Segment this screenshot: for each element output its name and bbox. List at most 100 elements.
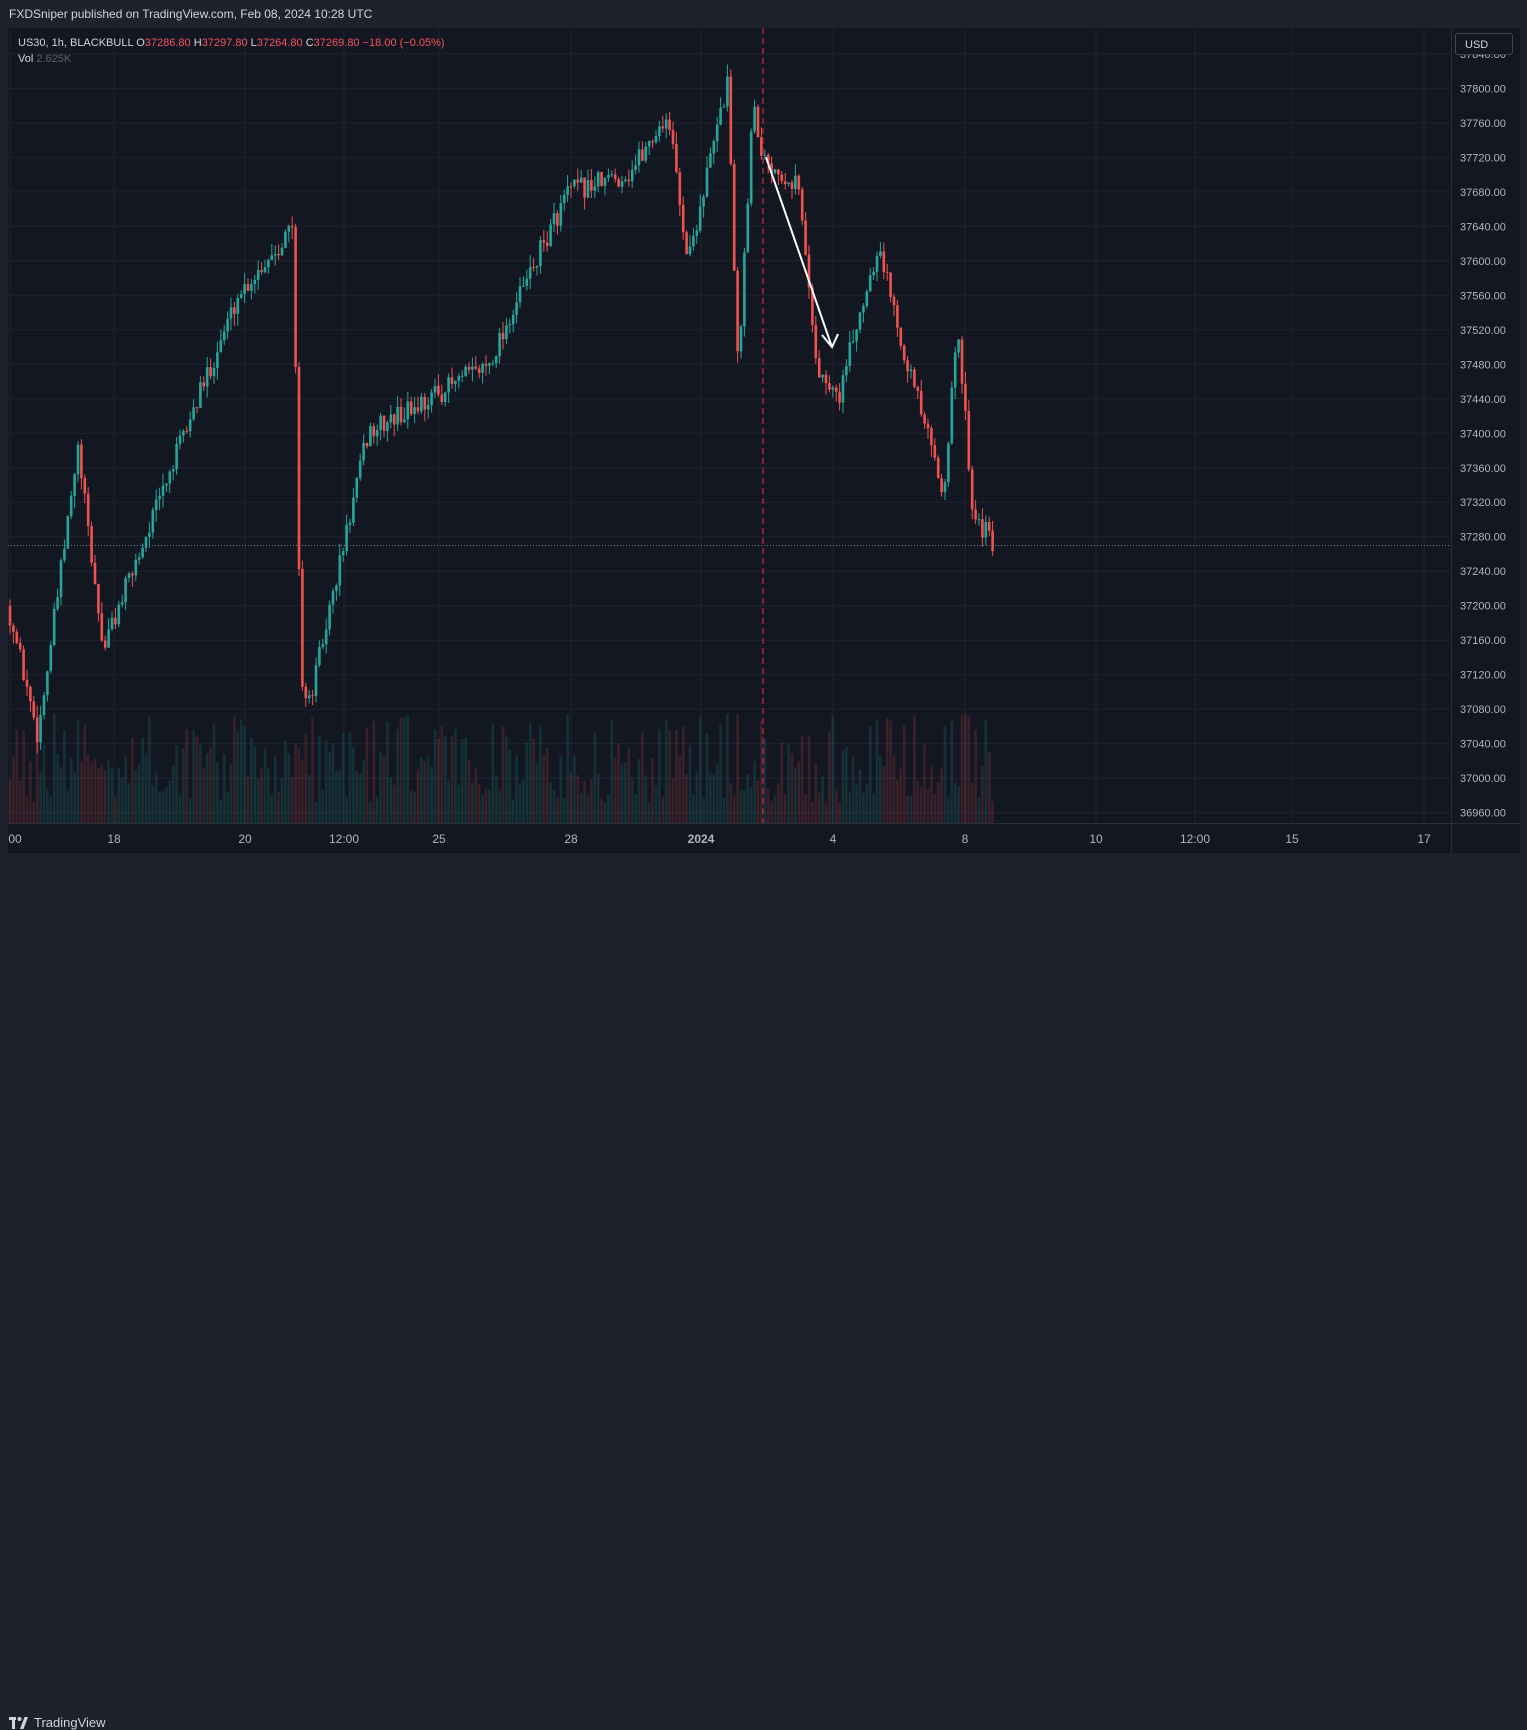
- candle-body: [260, 270, 263, 273]
- volume-bar: [66, 790, 70, 823]
- volume-bar: [559, 755, 563, 823]
- volume-bar: [158, 791, 161, 823]
- volume-bar: [246, 776, 250, 823]
- volume-bar: [63, 730, 66, 823]
- candle-body: [185, 430, 189, 432]
- price-axis: 37840.0037800.0037760.0037720.0037680.00…: [1460, 49, 1506, 820]
- high-label: H: [193, 37, 202, 49]
- volume-bar: [685, 774, 688, 823]
- volume-bar: [406, 715, 410, 823]
- candle-body: [692, 235, 695, 247]
- volume-bar: [73, 771, 76, 823]
- volume-bar: [719, 723, 722, 823]
- volume-bar: [301, 759, 304, 823]
- price-tick-label: 37160.00: [1460, 635, 1506, 647]
- volume-bar: [807, 735, 811, 823]
- volume-bar: [851, 757, 855, 823]
- time-axis: 2:00 18 20 12:00 25 28 2024 4 8 10 12:00 15 17: [0, 832, 1431, 846]
- candle-body: [199, 382, 202, 408]
- tradingview-brand: TradingView: [34, 1715, 106, 1730]
- volume-bar: [433, 729, 437, 823]
- volume-bar: [178, 795, 182, 823]
- candle-body: [420, 396, 423, 412]
- price-chart[interactable]: [8, 28, 1451, 823]
- volume-bar: [627, 747, 631, 823]
- candle-body: [321, 644, 325, 647]
- symbol-label[interactable]: US30, 1h, BLACKBULL: [18, 37, 134, 49]
- time-scale[interactable]: 2:00 18 20 12:00 25 28 2024 4 8 10 12:00 15 17: [0, 823, 1451, 854]
- volume-bar: [760, 720, 763, 823]
- candle-body: [838, 391, 841, 403]
- candle-body: [29, 686, 32, 702]
- candle-body: [168, 471, 172, 484]
- volume-bar: [107, 759, 110, 823]
- volume-bar: [896, 779, 899, 823]
- candle-body: [219, 340, 223, 353]
- volume-bar: [783, 794, 787, 823]
- volume-group: [8, 713, 994, 823]
- candle-body: [760, 137, 763, 156]
- volume-bar: [403, 717, 406, 823]
- candle-body: [930, 428, 933, 446]
- volume-bar: [471, 782, 474, 823]
- candle-body: [953, 352, 957, 388]
- candle-body: [457, 375, 461, 381]
- volume-bar: [879, 756, 882, 823]
- candle-body: [511, 314, 515, 325]
- candle-body: [559, 203, 563, 226]
- candle-body: [909, 369, 913, 372]
- tradingview-logo[interactable]: TradingView: [9, 1715, 106, 1730]
- scale-corner[interactable]: [1451, 823, 1520, 854]
- volume-bar: [729, 783, 733, 823]
- volume-label[interactable]: Vol: [18, 53, 34, 65]
- volume-bar: [508, 749, 512, 823]
- candle-body: [889, 272, 892, 297]
- candle-body: [586, 179, 590, 198]
- volume-bar: [369, 801, 372, 823]
- candle-body: [314, 665, 318, 697]
- candle-body: [974, 509, 977, 520]
- volume-bar: [182, 748, 185, 823]
- candle-body: [817, 358, 821, 378]
- candle-body: [355, 477, 359, 498]
- candle-body: [573, 179, 576, 187]
- volume-bar: [8, 779, 12, 823]
- candle-body: [705, 167, 709, 197]
- candle-body: [454, 380, 457, 384]
- volume-bar: [205, 753, 209, 823]
- volume-bar: [749, 786, 753, 823]
- volume-bar: [56, 754, 59, 823]
- currency-badge[interactable]: USD: [1455, 33, 1513, 55]
- price-tick-label: 36960.00: [1460, 808, 1506, 820]
- candle-body: [362, 443, 365, 461]
- volume-bar: [345, 797, 348, 823]
- time-tick-label: 2:00: [8, 832, 22, 846]
- volume-bar: [957, 786, 960, 823]
- volume-bar: [566, 714, 569, 823]
- candle-body: [192, 407, 195, 420]
- volume-bar: [219, 799, 223, 823]
- volume-bar: [250, 738, 253, 823]
- candle-body: [318, 646, 321, 666]
- volume-bar: [450, 735, 454, 823]
- candle-body: [338, 555, 342, 586]
- candle-body: [311, 695, 314, 697]
- time-tick-label: 10: [1089, 832, 1103, 846]
- candle-body: [18, 642, 22, 650]
- time-tick-label: 20: [238, 832, 252, 846]
- price-scale[interactable]: 37840.0037800.0037760.0037720.0037680.00…: [1451, 28, 1520, 823]
- volume-bar: [780, 742, 784, 823]
- volume-bar: [59, 767, 63, 823]
- time-tick-label: 17: [1417, 832, 1431, 846]
- volume-bar: [440, 725, 444, 823]
- volume-bar: [226, 791, 229, 823]
- candle-body: [348, 522, 352, 525]
- candle-body: [675, 143, 678, 173]
- candle-body: [858, 312, 862, 330]
- candle-body: [134, 559, 138, 576]
- volume-bar: [49, 797, 53, 823]
- candle-body: [726, 76, 729, 107]
- candle-body: [243, 284, 246, 295]
- chart-pane[interactable]: US30, 1h, BLACKBULL O37286.80 H37297.80 …: [8, 28, 1451, 823]
- candle-body: [233, 307, 236, 314]
